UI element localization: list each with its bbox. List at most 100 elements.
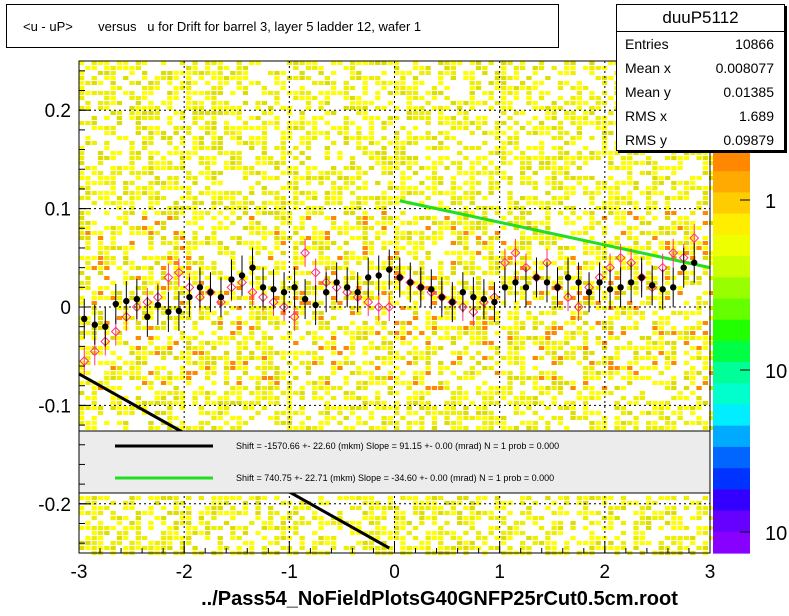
heatmap-cell [425, 116, 431, 120]
heatmap-cell [520, 541, 526, 545]
heatmap-cell [337, 326, 343, 330]
heatmap-cell [551, 416, 557, 420]
heatmap-cell [280, 536, 286, 540]
heatmap-cell [683, 226, 690, 230]
heatmap-cell [356, 261, 362, 265]
heatmap-cell [532, 381, 538, 385]
heatmap-cell [664, 341, 671, 345]
heatmap-cell [249, 261, 255, 265]
heatmap-cell [236, 511, 242, 515]
heatmap-cell [129, 166, 135, 170]
heatmap-cell [135, 156, 141, 160]
heatmap-cell [299, 291, 305, 295]
heatmap-cell [286, 211, 293, 215]
heatmap-cell [482, 321, 488, 325]
heatmap-cell [242, 71, 249, 75]
heatmap-cell [293, 156, 299, 160]
heatmap-cell [305, 351, 312, 355]
heatmap-cell [91, 546, 97, 550]
heatmap-cell [97, 101, 104, 105]
heatmap-cell [160, 186, 167, 190]
heatmap-cell [614, 221, 620, 225]
heatmap-cell [129, 246, 135, 250]
heatmap-cell [205, 366, 211, 370]
heatmap-cell [702, 271, 708, 275]
heatmap-cell [217, 356, 223, 360]
heatmap-cell [671, 276, 677, 280]
heatmap-cell [696, 406, 702, 410]
heatmap-cell [85, 266, 91, 270]
heatmap-cell [368, 196, 375, 200]
heatmap-cell [123, 76, 129, 80]
heatmap-cell [104, 421, 110, 425]
heatmap-cell [400, 236, 406, 240]
heatmap-cell [564, 61, 570, 65]
heatmap-cell [186, 131, 192, 135]
heatmap-cell [551, 546, 557, 550]
heatmap-cell [104, 251, 110, 255]
heatmap-cell [261, 136, 267, 140]
heatmap-cell [608, 366, 614, 370]
heatmap-cell [702, 161, 708, 165]
heatmap-cell [129, 346, 135, 350]
heatmap-cell [677, 166, 683, 170]
heatmap-cell [394, 66, 400, 70]
heatmap-cell [627, 366, 633, 370]
heatmap-cell [633, 526, 639, 530]
heatmap-cell [179, 426, 186, 430]
heatmap-cell [211, 121, 217, 125]
heatmap-cell [280, 351, 286, 355]
heatmap-cell [255, 241, 261, 245]
heatmap-cell [463, 391, 469, 395]
heatmap-cell [501, 516, 507, 520]
heatmap-cell [268, 71, 274, 75]
heatmap-cell [488, 106, 494, 110]
heatmap-cell [242, 86, 249, 90]
heatmap-cell [160, 211, 167, 215]
heatmap-cell [331, 546, 337, 550]
heatmap-cell [438, 106, 444, 110]
heatmap-cell [576, 86, 582, 90]
heatmap-cell [639, 516, 645, 520]
heatmap-cell [501, 161, 507, 165]
heatmap-cell [179, 316, 186, 320]
heatmap-cell [425, 326, 431, 330]
heatmap-cell [343, 361, 349, 365]
heatmap-cell [110, 166, 116, 170]
heatmap-cell [242, 531, 249, 535]
heatmap-cell [627, 286, 633, 290]
heatmap-cell [299, 306, 305, 310]
heatmap-cell [513, 226, 519, 230]
heatmap-cell [652, 191, 658, 195]
heatmap-cell [463, 216, 469, 220]
heatmap-cell [438, 141, 444, 145]
heatmap-cell [110, 126, 116, 130]
heatmap-cell [356, 111, 362, 115]
heatmap-cell [564, 351, 570, 355]
heatmap-cell [627, 201, 633, 205]
heatmap-cell [545, 106, 551, 110]
heatmap-cell [425, 386, 431, 390]
heatmap-cell [583, 246, 589, 250]
heatmap-cell [671, 311, 677, 315]
heatmap-cell [160, 286, 167, 290]
heatmap-cell [362, 321, 368, 325]
heatmap-cell [545, 346, 551, 350]
heatmap-cell [205, 511, 211, 515]
heatmap-cell [318, 396, 324, 400]
heatmap-cell [79, 146, 85, 150]
heatmap-cell [331, 536, 337, 540]
heatmap-cell [375, 106, 381, 110]
heatmap-cell [526, 506, 532, 510]
heatmap-cell [425, 356, 431, 360]
heatmap-cell [223, 246, 230, 250]
heatmap-cell [249, 296, 255, 300]
heatmap-cell [387, 391, 393, 395]
heatmap-cell [406, 231, 412, 235]
heatmap-cell [526, 401, 532, 405]
heatmap-cell [450, 231, 456, 235]
heatmap-cell [450, 411, 456, 415]
heatmap-cell [646, 186, 652, 190]
heatmap-cell [230, 391, 236, 395]
heatmap-cell [129, 376, 135, 380]
